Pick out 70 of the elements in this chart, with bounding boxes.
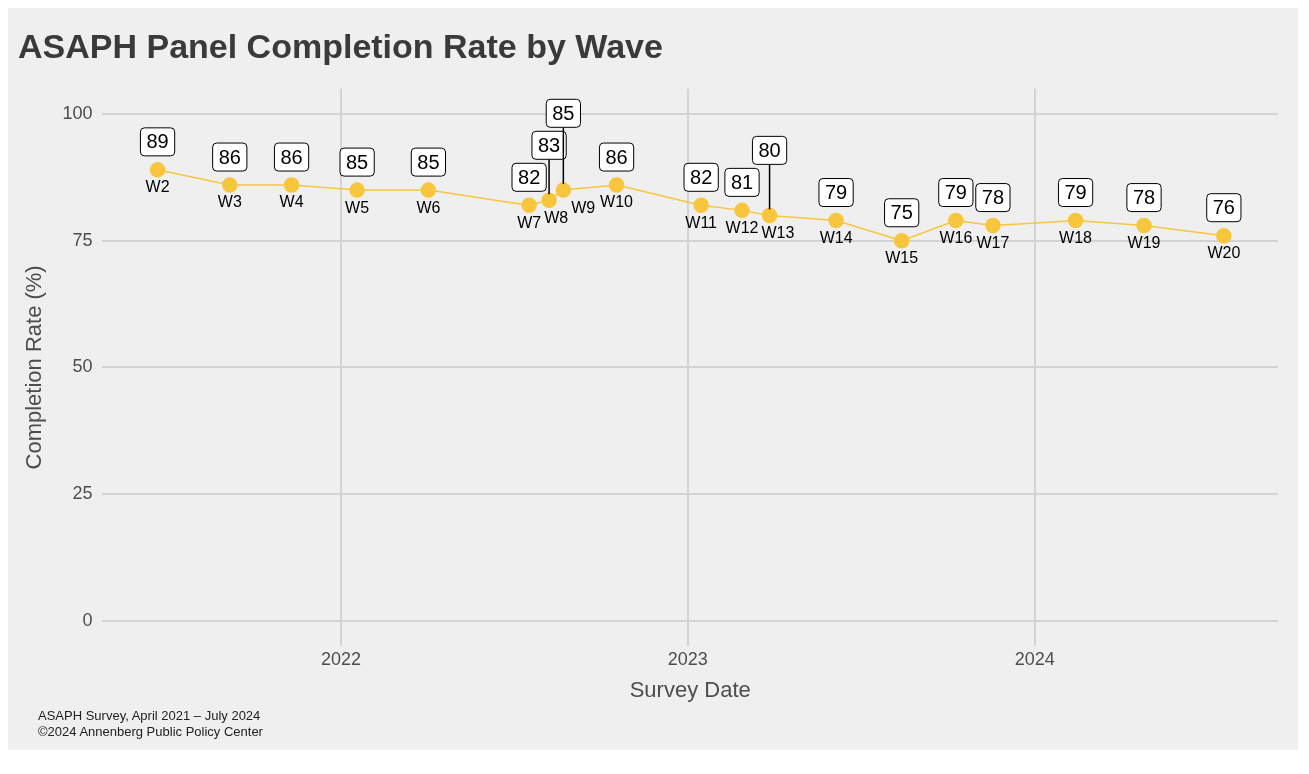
data-label: 78 — [1132, 186, 1156, 209]
point — [1216, 227, 1232, 244]
data-label: 82 — [690, 165, 713, 188]
annotation: W19 — [1127, 233, 1161, 251]
point — [349, 182, 365, 198]
text: ASAPH Survey, April 2021 – July 2024 — [38, 708, 262, 724]
annotation: W15 — [885, 249, 919, 267]
data-label: 89 — [146, 130, 169, 153]
annotation: W5 — [345, 198, 370, 216]
point — [1067, 212, 1084, 229]
x-tick-label: 2024 — [1014, 648, 1055, 669]
x-axis-title: Survey Date — [629, 676, 751, 702]
data-label: 82 — [518, 165, 541, 188]
data-label: 79 — [824, 181, 848, 204]
point — [222, 177, 238, 193]
data-label: 81 — [730, 170, 754, 193]
annotation: W3 — [217, 193, 242, 211]
x-tick-label: 2023 — [667, 648, 708, 669]
y-tick-label: 0 — [82, 609, 93, 630]
data-label: 86 — [218, 145, 241, 168]
data-label: 76 — [1212, 196, 1235, 219]
y-tick-label: 25 — [72, 483, 93, 504]
point — [761, 207, 778, 224]
y-axis-title: Completion Rate (%) — [21, 265, 47, 470]
data-label: 79 — [1064, 181, 1087, 204]
annotation: W14 — [819, 228, 853, 246]
point — [608, 177, 625, 193]
data-label: 85 — [346, 150, 369, 173]
annotation: W12 — [725, 218, 759, 236]
point — [521, 197, 537, 214]
point — [420, 182, 437, 198]
annotation: W9 — [571, 198, 596, 216]
data-label: 86 — [280, 145, 303, 168]
annotation: W17 — [976, 233, 1010, 251]
data-label: 78 — [981, 186, 1005, 209]
y-tick-label: 75 — [72, 229, 93, 250]
data-label: 80 — [758, 138, 781, 161]
annotation: W4 — [279, 193, 304, 211]
data-label: 85 — [552, 101, 575, 124]
point — [828, 212, 844, 229]
annotation: W2 — [145, 178, 170, 196]
x-tick-label: 2022 — [320, 648, 361, 669]
point — [985, 217, 1001, 234]
annotation: W16 — [939, 228, 973, 246]
point — [948, 212, 964, 229]
data-label: 85 — [417, 150, 440, 173]
point — [149, 162, 166, 178]
annotation: W8 — [544, 208, 569, 226]
point — [893, 233, 910, 249]
point — [541, 192, 557, 208]
point — [555, 182, 572, 198]
annotation: W13 — [761, 223, 795, 241]
data-label: 79 — [944, 181, 967, 204]
annotation: W11 — [685, 213, 718, 231]
annotation: W18 — [1059, 228, 1093, 246]
annotation: W20 — [1207, 244, 1241, 262]
annotation: W10 — [600, 193, 634, 211]
data-label: 83 — [537, 133, 561, 156]
data-label: 86 — [605, 145, 628, 168]
point — [283, 177, 300, 193]
point — [693, 197, 709, 214]
y-tick-label: 100 — [62, 103, 93, 124]
annotation: W7 — [517, 213, 542, 231]
text: ©2024 Annenberg Public Policy Center — [38, 724, 264, 740]
chart-title: ASAPH Panel Completion Rate by Wave — [18, 26, 663, 65]
point — [1136, 217, 1152, 234]
y-tick-label: 50 — [72, 356, 93, 377]
point — [734, 202, 750, 219]
data-label: 75 — [890, 201, 913, 224]
annotation: W6 — [416, 198, 441, 216]
